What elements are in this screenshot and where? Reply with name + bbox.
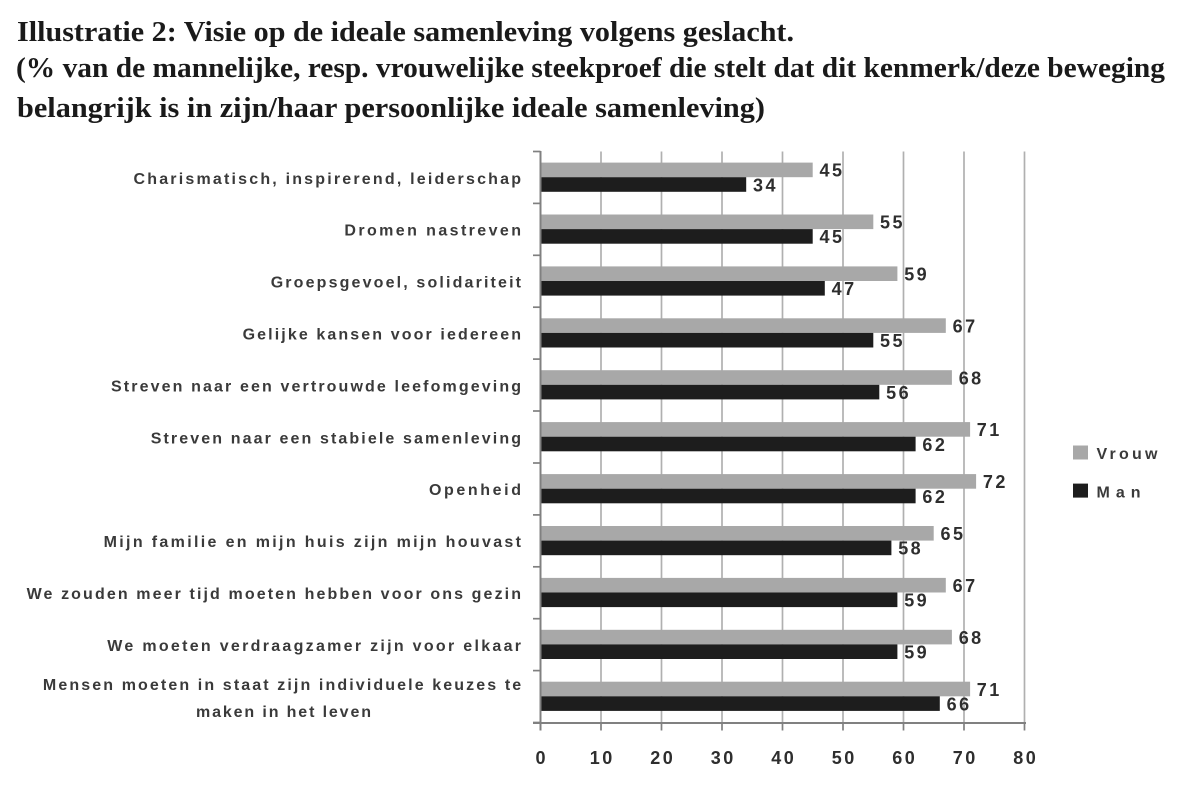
svg-text:Dromen nastreven: Dromen nastreven [344,223,521,240]
svg-text:Mensen moeten in staat zijn in: Mensen moeten in staat zijn individuele … [43,677,521,694]
svg-text:belangrijk is in zijn/haar per: belangrijk is in zijn/haar persoonlijke … [17,92,765,124]
svg-text:Streven naar een stabiele same: Streven naar een stabiele samenleving [151,430,521,447]
svg-text:Groepsgevoel, solidariteit: Groepsgevoel, solidariteit [271,275,522,292]
svg-text:Gelijke kansen voor iedereen: Gelijke kansen voor iedereen [243,327,521,344]
svg-text:Man: Man [1097,485,1141,502]
svg-text:Mijn familie en mijn huis zijn: Mijn familie en mijn huis zijn mijn houv… [104,534,522,551]
svg-text:Charismatisch, inspirerend, le: Charismatisch, inspirerend, leiderschap [134,171,522,188]
svg-text:Streven naar een vertrouwde le: Streven naar een vertrouwde leefomgeving [111,378,521,395]
svg-text:(% van de mannelijke, resp. vr: (% van de mannelijke, resp. vrouwelijke … [16,52,1166,84]
svg-text:Openheid: Openheid [429,482,521,499]
svg-text:0: 0 [535,748,545,768]
svg-text:maken in het leven: maken in het leven [196,704,371,721]
svg-text:Illustratie 2: Visie op de ide: Illustratie 2: Visie op de ideale samenl… [17,16,794,48]
svg-text:Vrouw: Vrouw [1097,446,1159,463]
